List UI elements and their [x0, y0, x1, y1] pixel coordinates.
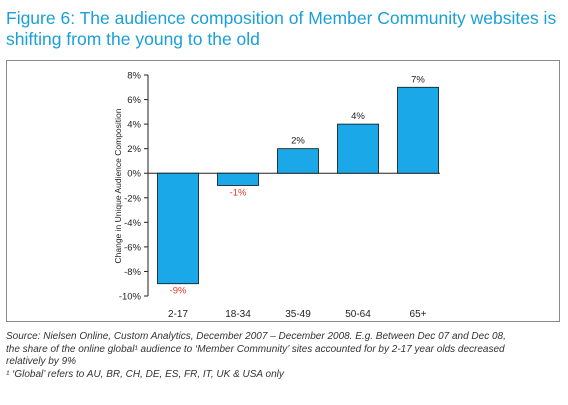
- y-tick-label: 0%: [127, 169, 141, 180]
- data-label: -9%: [170, 286, 187, 297]
- data-label: 7%: [411, 74, 425, 85]
- chart-frame: [6, 60, 560, 322]
- source-line-2: the share of the online global¹ audience…: [6, 343, 505, 355]
- x-tick-label: 50-64: [345, 309, 371, 320]
- bar: [337, 123, 379, 174]
- data-label: 2%: [291, 136, 305, 147]
- source-line-1: Source: Nielsen Online, Custom Analytics…: [6, 331, 506, 342]
- x-tick-label: 65+: [410, 309, 427, 320]
- bar: [277, 148, 319, 174]
- data-label: -1%: [230, 188, 247, 199]
- y-axis-label: Change in Unique Audience Composition: [113, 108, 123, 264]
- x-tick-label: 35-49: [285, 309, 311, 320]
- y-tick-label: -6%: [124, 242, 141, 253]
- y-tick-label: -2%: [124, 193, 141, 204]
- source-footnote: ¹ ‘Global’ refers to AU, BR, CH, DE, ES,…: [6, 368, 284, 380]
- y-tick-label: 4%: [127, 120, 141, 131]
- bar: [157, 172, 199, 285]
- figure-title: Figure 6: The audience composition of Me…: [6, 8, 557, 49]
- y-tick-label: 8%: [127, 71, 141, 82]
- source-line-3: relatively by 9%: [6, 356, 77, 367]
- bar: [217, 172, 259, 186]
- y-tick-label: 2%: [127, 144, 141, 155]
- y-tick-label: 6%: [127, 95, 141, 106]
- data-label: 4%: [351, 111, 365, 122]
- y-tick-label: -8%: [124, 267, 141, 278]
- y-tick-label: -4%: [124, 218, 141, 229]
- source-note: Source: Nielsen Online, Custom Analytics…: [6, 331, 562, 381]
- y-tick-label: -10%: [119, 292, 142, 303]
- x-tick-label: 18-34: [225, 309, 251, 320]
- x-tick-label: 2-17: [168, 309, 188, 320]
- bar: [397, 86, 439, 174]
